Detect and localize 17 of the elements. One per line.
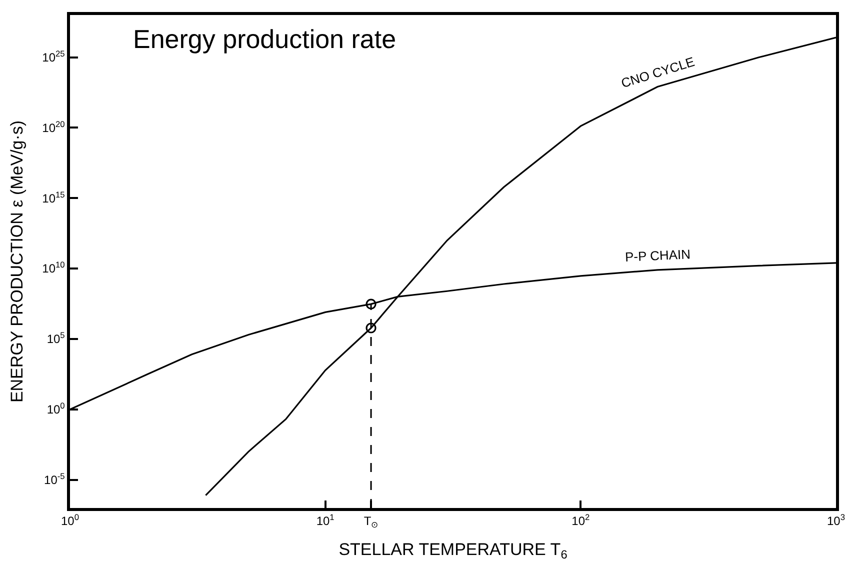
y-tick-label: 10$^{20}$ <box>42 118 66 135</box>
y-axis-title: ENERGY PRODUCTION ε (MeV/g·s) <box>8 120 27 403</box>
chart-title: Energy production rate <box>133 24 396 54</box>
y-tick-label: 10$^{10}$ <box>42 260 66 276</box>
x-axis-title: STELLAR TEMPERATURE T$_{6}$ <box>338 540 568 562</box>
y-tick-label: 10$^{-5}$ <box>44 470 66 488</box>
y-tick-label: 10$^{15}$ <box>42 189 66 206</box>
x-tick-label: 10$^{1}$ <box>316 512 335 528</box>
x-tick-label: 10$^{2}$ <box>572 512 590 528</box>
series-label: P-P CHAIN <box>624 246 691 264</box>
y-tick-label: 10$^{5}$ <box>46 330 66 346</box>
y-tick-label: 10$^{0}$ <box>46 400 66 417</box>
x-tick-label: 10$^{3}$ <box>826 512 846 528</box>
x-tick-label: T$_{⊙}$ <box>364 514 378 530</box>
text: CNO CYCLE <box>619 54 697 91</box>
y-tick-label: 10$^{25}$ <box>42 48 66 64</box>
x-tick-label: 10$^{0}$ <box>60 512 80 528</box>
